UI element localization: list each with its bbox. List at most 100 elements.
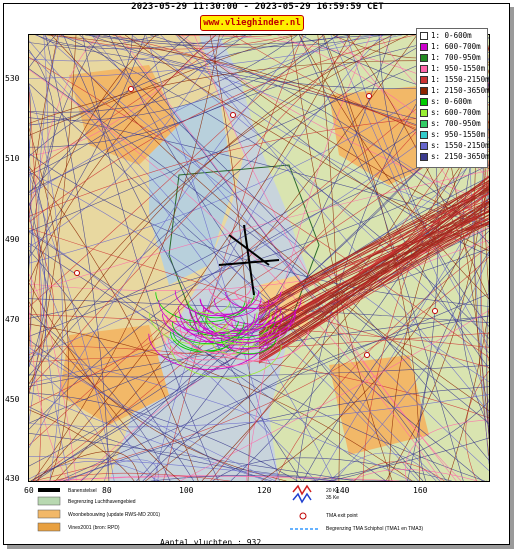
flight-track: [29, 202, 47, 390]
water-area: [149, 95, 234, 285]
flight-track: [199, 298, 262, 318]
flight-track: [29, 35, 190, 194]
flight-track: [329, 452, 437, 481]
flight-track: [43, 35, 489, 383]
flight-track: [225, 292, 282, 309]
legend-swatch: [420, 76, 428, 84]
flight-track: [174, 290, 260, 316]
flight-track: [29, 35, 49, 422]
flight-track: [258, 199, 489, 310]
flight-track: [175, 35, 272, 37]
flight-track: [213, 298, 302, 325]
flight-track: [29, 202, 69, 481]
flight-track: [258, 221, 489, 340]
flight-tracks: [29, 35, 489, 481]
flight-track: [29, 35, 307, 448]
tma-exit-points: [74, 86, 438, 358]
flight-track: [145, 35, 280, 481]
y-tick-label: 430: [5, 474, 20, 483]
key-airport-boundary-label: Begrenzing Luchthavengebied: [68, 499, 136, 505]
flight-track: [298, 35, 489, 369]
flight-track: [223, 315, 274, 331]
key-20ke-label: 20 Ke: [326, 488, 340, 494]
legend-swatch: [420, 87, 428, 95]
flight-track: [258, 189, 489, 324]
x-tick-label: 160: [413, 486, 428, 495]
y-tick-label: 450: [5, 395, 20, 404]
flight-track: [317, 35, 340, 481]
flight-track: [187, 300, 231, 314]
flight-track: [258, 211, 489, 336]
flight-track: [258, 175, 489, 357]
flight-track: [29, 164, 489, 319]
runway-system: [218, 224, 280, 296]
flight-track-map[interactable]: [28, 34, 490, 482]
legend-swatch: [420, 43, 428, 51]
flight-track: [258, 208, 489, 321]
flight-track: [29, 301, 287, 481]
flight-track: [131, 35, 489, 354]
flight-track: [212, 457, 452, 481]
flight-track: [210, 35, 251, 481]
flight-track: [29, 35, 397, 157]
flight-track: [194, 309, 296, 340]
y-tick-label: 490: [5, 235, 20, 244]
legend-swatch: [420, 131, 428, 139]
legend-item: s: 1550-2150m: [420, 141, 490, 150]
flight-track: [167, 337, 245, 361]
flight-track: [148, 312, 258, 346]
flight-track: [29, 274, 77, 481]
legend-item: 1: 600-700m: [420, 42, 481, 51]
flight-track: [29, 35, 464, 192]
flight-track: [29, 35, 416, 223]
flight-track: [29, 35, 217, 282]
flight-track: [158, 300, 270, 334]
legend-swatch: [420, 120, 428, 128]
flight-track: [258, 201, 489, 316]
flight-track: [230, 128, 489, 481]
flight-track: [29, 365, 489, 378]
flight-track: [109, 35, 424, 481]
flight-track: [258, 186, 489, 341]
map-key: Banenstelsel Begrenzing Luchthavengebied…: [28, 482, 488, 538]
key-35ke-label: 35 Ke: [326, 495, 340, 501]
flight-count: Aantal vluchten : 932: [160, 538, 262, 547]
flight-track: [29, 91, 42, 481]
site-badge[interactable]: www.vlieghinder.nl: [200, 15, 304, 31]
x-tick-label: 60: [24, 486, 34, 495]
flight-track: [57, 475, 339, 481]
legend-item: s: 600-700m: [420, 108, 481, 117]
flight-track: [29, 35, 100, 216]
flight-track: [29, 35, 339, 121]
flight-track: [166, 315, 234, 336]
flight-track: [29, 351, 412, 481]
flight-track: [29, 35, 324, 308]
flight-track: [29, 35, 156, 346]
x-tick-label: 140: [335, 486, 350, 495]
flight-track: [29, 231, 387, 481]
flight-track: [181, 35, 489, 204]
key-runway-label: Banenstelsel: [68, 488, 97, 494]
flight-track: [29, 35, 439, 376]
flight-track: [204, 312, 272, 333]
flight-track: [66, 459, 159, 481]
flight-track: [258, 188, 489, 312]
flight-track: [29, 83, 483, 481]
flight-track: [29, 409, 135, 481]
legend-item: 1: 0-600m: [420, 31, 472, 40]
legend-swatch: [420, 142, 428, 150]
flight-track: [53, 472, 231, 481]
flight-track: [200, 299, 250, 315]
flight-track: [29, 35, 215, 156]
flight-track: [29, 35, 409, 362]
flight-track: [38, 35, 70, 481]
flight-track: [91, 176, 489, 481]
flight-track: [194, 35, 462, 481]
y-tick-label: 510: [5, 154, 20, 163]
flight-track: [405, 419, 489, 481]
flight-track: [29, 172, 419, 481]
flight-track: [29, 153, 489, 307]
flight-track: [35, 35, 247, 50]
flight-track: [258, 191, 489, 314]
flight-track: [220, 337, 277, 355]
